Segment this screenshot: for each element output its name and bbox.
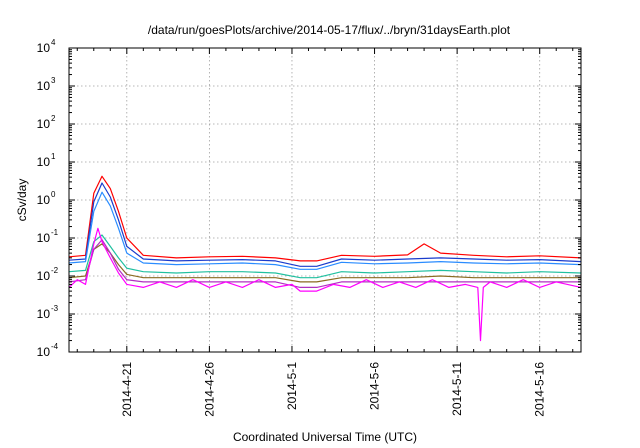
y-tick-exponent: 2 [51,114,56,123]
x-tick-label: 2014-5-6 [368,362,382,410]
x-tick-label: 2014-4-26 [202,362,216,417]
y-tick-label: 10 [37,231,51,245]
y-tick-label: 10 [37,155,51,169]
y-tick-exponent: -2 [51,266,59,275]
y-tick-exponent: -1 [51,228,59,237]
x-tick-label: 2014-4-21 [120,362,134,417]
x-tick-label: 2014-5-11 [450,362,464,416]
y-tick-label: 10 [37,79,51,93]
y-tick-label: 10 [37,269,51,283]
series-line-3 [68,191,582,270]
y-axis-label: cSv/day [15,179,29,222]
series-line-4 [68,234,582,279]
chart-title: /data/run/goesPlots/archive/2014-05-17/f… [148,23,511,37]
x-axis-label: Coordinated Universal Time (UTC) [233,430,417,444]
y-tick-label: 10 [37,193,51,207]
y-tick-exponent: -3 [51,304,59,313]
grid [69,48,581,352]
y-tick-exponent: 0 [51,190,56,199]
series-line-1 [68,175,582,262]
y-tick-label: 10 [37,307,51,321]
y-tick-exponent: 1 [51,152,56,161]
y-tick-label: 10 [37,41,51,55]
y-tick-exponent: -4 [51,342,59,351]
y-tick-exponent: 3 [51,76,56,85]
series-line-6 [68,239,581,288]
x-tick-label: 2014-5-1 [285,362,299,410]
series-layer [68,175,582,342]
y-tick-exponent: 4 [51,38,56,47]
series-line-7 [68,227,582,342]
y-tick-label: 10 [37,345,51,359]
x-tick-label: 2014-5-16 [533,362,547,417]
y-tick-label: 10 [37,117,51,131]
series-line-2 [68,182,582,267]
x-axis: 2014-4-21 2014-4-26 2014-5-1 2014-5-6 2014-5… [76,48,574,417]
